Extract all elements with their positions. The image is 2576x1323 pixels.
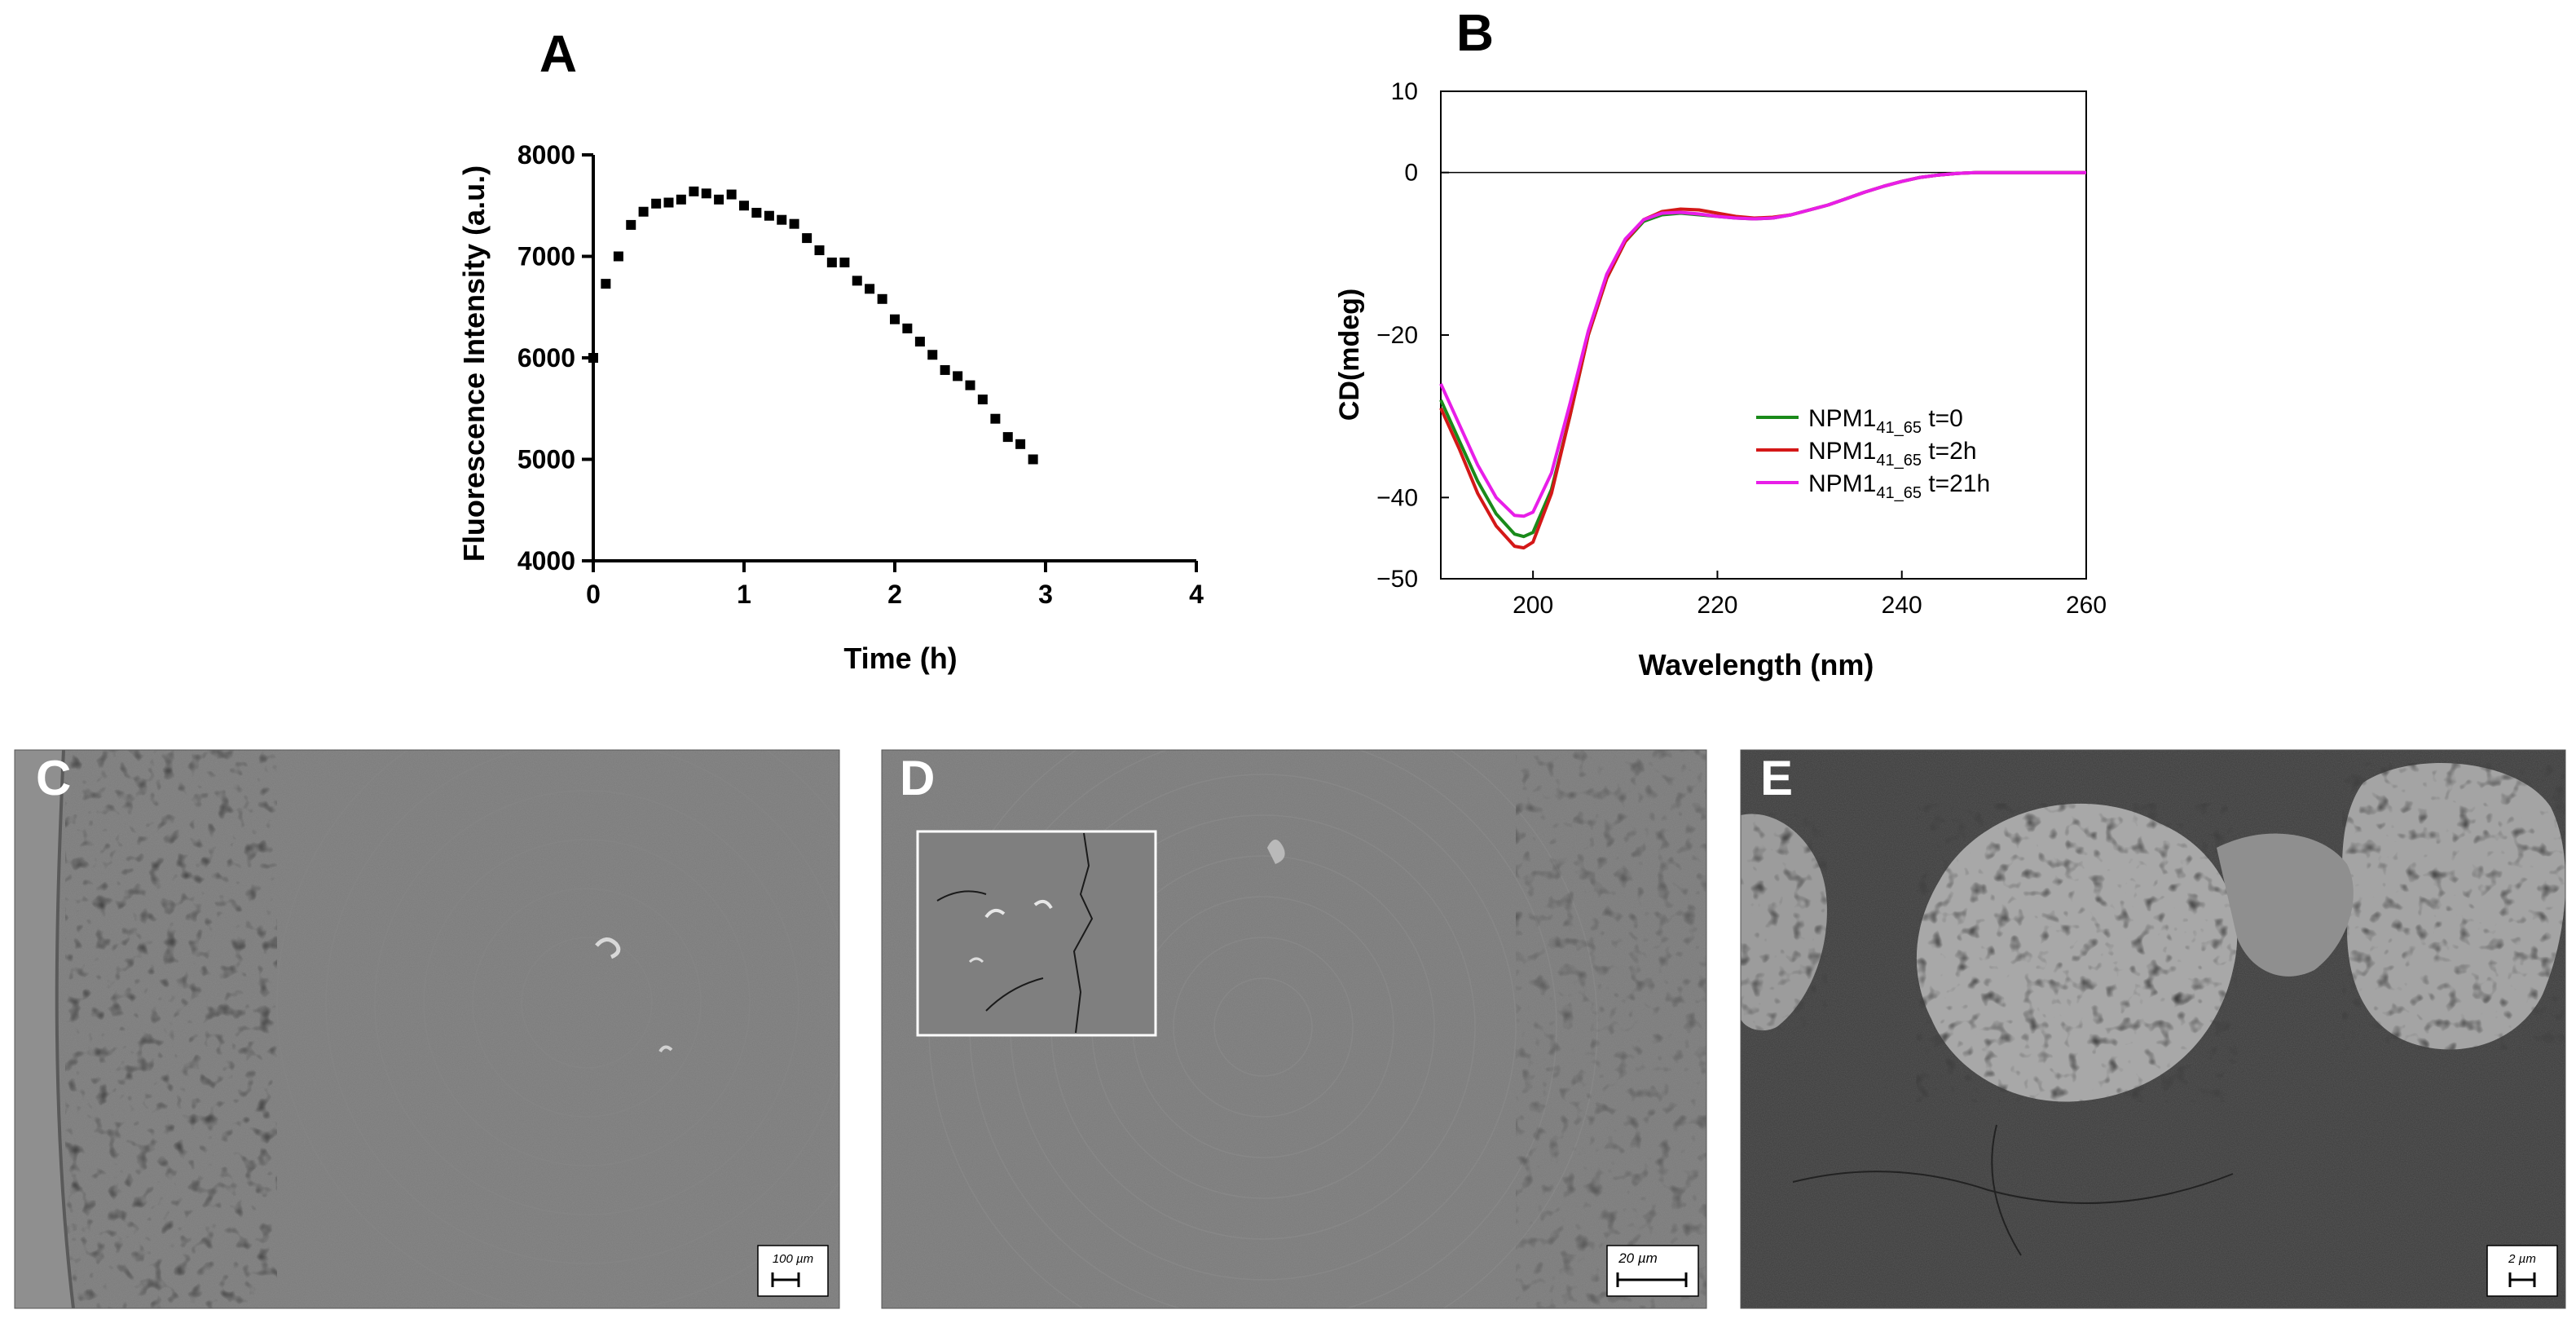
scale-bar-d-label: 20 µm (1618, 1250, 1658, 1266)
chart-a-data-point (638, 206, 649, 217)
chart-a-y-tick-label: 7000 (517, 242, 575, 271)
chart-a-data-point (902, 323, 913, 333)
chart-a-x-tick-label: 4 (1189, 580, 1204, 609)
chart-a-data-point (953, 371, 963, 381)
chart-b-x-axis-title: Wavelength (nm) (1639, 648, 1874, 681)
chart-b-series-line (1439, 170, 2086, 518)
panel-letter-d: D (900, 751, 935, 805)
micrograph-c (15, 750, 839, 1308)
chart-a-data-point (626, 219, 636, 230)
chart-a-data-point (689, 186, 699, 196)
chart-a-data-point (990, 413, 1001, 424)
chart-a-data-point (739, 201, 749, 211)
chart-a-data-point (977, 395, 988, 405)
chart-b-x-tick-label: 240 (1882, 592, 1922, 619)
chart-a-data-point (802, 233, 812, 244)
chart-a-y-tick-label: 8000 (517, 140, 575, 170)
panel-letter-a: A (539, 24, 577, 83)
chart-a-data-point (914, 337, 925, 347)
chart-a-x-tick-label: 1 (737, 580, 751, 609)
chart-b-y-axis-title: CD(mdeg) (1334, 289, 1365, 421)
panel-letter-b: B (1456, 3, 1494, 62)
chart-b-legend-label: NPM141_65 t=21h (1808, 470, 1990, 502)
chart-a-points (588, 186, 1038, 465)
chart-a-data-point (940, 364, 950, 375)
chart-a-data-point (751, 207, 762, 218)
chart-a-data-point (814, 245, 825, 256)
chart-b-y-tick-label: 10 (1391, 78, 1418, 105)
chart-a-data-point (726, 189, 737, 200)
inset-box-d (916, 830, 1157, 1037)
scale-bar-c: 100 µm (757, 1245, 829, 1297)
chart-a-x-tick-label: 0 (586, 580, 601, 609)
chart-b-legend-label: NPM141_65 t=0 (1808, 405, 1963, 437)
chart-b-axes: 200 220 240 260 10 0 −20 −40 −50 (1376, 78, 2107, 619)
chart-a-data-point (777, 214, 787, 225)
chart-a-data-point (1002, 432, 1013, 443)
chart-a-data-point (1028, 454, 1038, 465)
chart-a-x-axis-title: Time (h) (843, 642, 957, 675)
chart-a-data-point (676, 194, 686, 205)
chart-b-x-tick-label: 220 (1697, 592, 1737, 619)
chart-b-y-tick-label: −50 (1376, 566, 1418, 593)
panel-letter-c: C (36, 751, 71, 805)
chart-b-x-tick-label: 260 (2066, 592, 2107, 619)
scale-bar-d: 20 µm (1606, 1245, 1699, 1297)
chart-a-y-tick-label: 6000 (517, 343, 575, 373)
chart-a-data-point (1015, 439, 1026, 449)
chart-b-y-tick-label: −40 (1376, 484, 1418, 511)
chart-a-data-point (701, 188, 711, 199)
chart-a-data-point (852, 276, 862, 286)
panel-d-label: D (900, 751, 935, 805)
chart-a-axes: 0 1 2 3 4 4000 5000 6000 7000 8000 (517, 140, 1204, 609)
chart-b-y-tick-label: 0 (1404, 160, 1418, 187)
chart-a-data-point (826, 257, 837, 267)
chart-a-data-point (839, 257, 850, 267)
chart-a-x-tick-label: 3 (1038, 580, 1053, 609)
panel-a: A 0 1 2 3 4 4000 5000 6000 7000 8000 Time (h) Flu… (457, 24, 1204, 675)
chart-a-data-point (663, 197, 674, 208)
chart-a-y-tick-label: 5000 (517, 445, 575, 474)
chart-a-data-point (764, 210, 774, 221)
chart-b-legend-label: NPM141_65 t=2h (1808, 438, 1977, 470)
panel-e-label: E (1760, 751, 1793, 805)
chart-b-x-tick-label: 200 (1513, 592, 1553, 619)
chart-b-lines (1439, 170, 2086, 550)
chart-a-data-point (588, 353, 598, 363)
chart-a-data-point (714, 194, 724, 205)
chart-a-data-point (613, 251, 623, 262)
panel-c-label: C (36, 751, 71, 805)
chart-a-data-point (877, 293, 887, 304)
chart-a-data-point (789, 218, 799, 229)
panel-letter-e: E (1760, 751, 1793, 805)
scale-bar-e-label: 2 µm (2508, 1252, 2536, 1266)
chart-a-data-point (651, 198, 662, 209)
micrograph-e (1741, 750, 2565, 1308)
chart-a-y-axis-title: Fluorescence Intensity (a.u.) (457, 165, 491, 562)
chart-a-data-point (965, 380, 975, 390)
chart-a-data-point (865, 284, 875, 294)
chart-b-y-tick-label: −20 (1376, 322, 1418, 349)
chart-a-data-point (927, 350, 938, 360)
scale-bar-c-label: 100 µm (773, 1252, 813, 1266)
chart-a-x-tick-label: 2 (887, 580, 902, 609)
panel-b: B 200 220 240 260 10 0 −20 −40 −50 NPM141_65 t=0… (1334, 3, 2107, 681)
scale-bar-e: 2 µm (2486, 1245, 2558, 1297)
chart-a-y-tick-label: 4000 (517, 546, 575, 576)
chart-a-data-point (601, 279, 611, 289)
chart-a-data-point (890, 314, 900, 324)
